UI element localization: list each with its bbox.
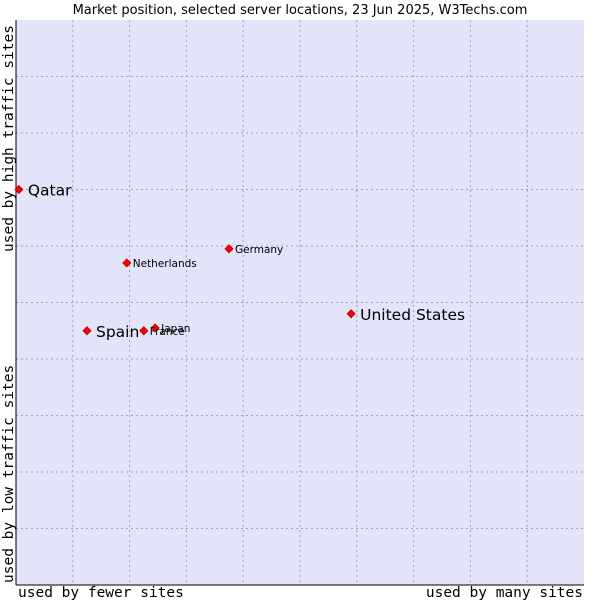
y-axis-high-label: used by high traffic sites [1, 25, 17, 252]
point-label-qatar: Qatar [28, 182, 72, 200]
point-label-united-states: United States [360, 306, 465, 324]
point-label-germany: Germany [235, 244, 283, 256]
point-marker-netherlands [122, 258, 132, 268]
point-label-france: France [150, 326, 185, 338]
point-marker-spain [82, 326, 92, 336]
point-label-spain: Spain [96, 323, 139, 341]
point-marker-france [139, 326, 149, 336]
x-axis-low-label: used by fewer sites [18, 585, 184, 600]
point-marker-germany [224, 244, 234, 254]
chart-title: Market position, selected server locatio… [73, 3, 528, 18]
grid-lines [16, 20, 584, 585]
point-marker-japan [150, 323, 160, 333]
point-marker-united-states [346, 309, 356, 319]
point-label-netherlands: Netherlands [133, 258, 197, 270]
point-marker-qatar [14, 184, 24, 195]
data-points: Qatar United States Spain Netherlands German… [14, 182, 465, 341]
y-axis-low-label: used by low traffic sites [1, 365, 17, 583]
x-axis-high-label: used by many sites [426, 585, 583, 600]
point-label-japan: Japan [160, 323, 190, 335]
